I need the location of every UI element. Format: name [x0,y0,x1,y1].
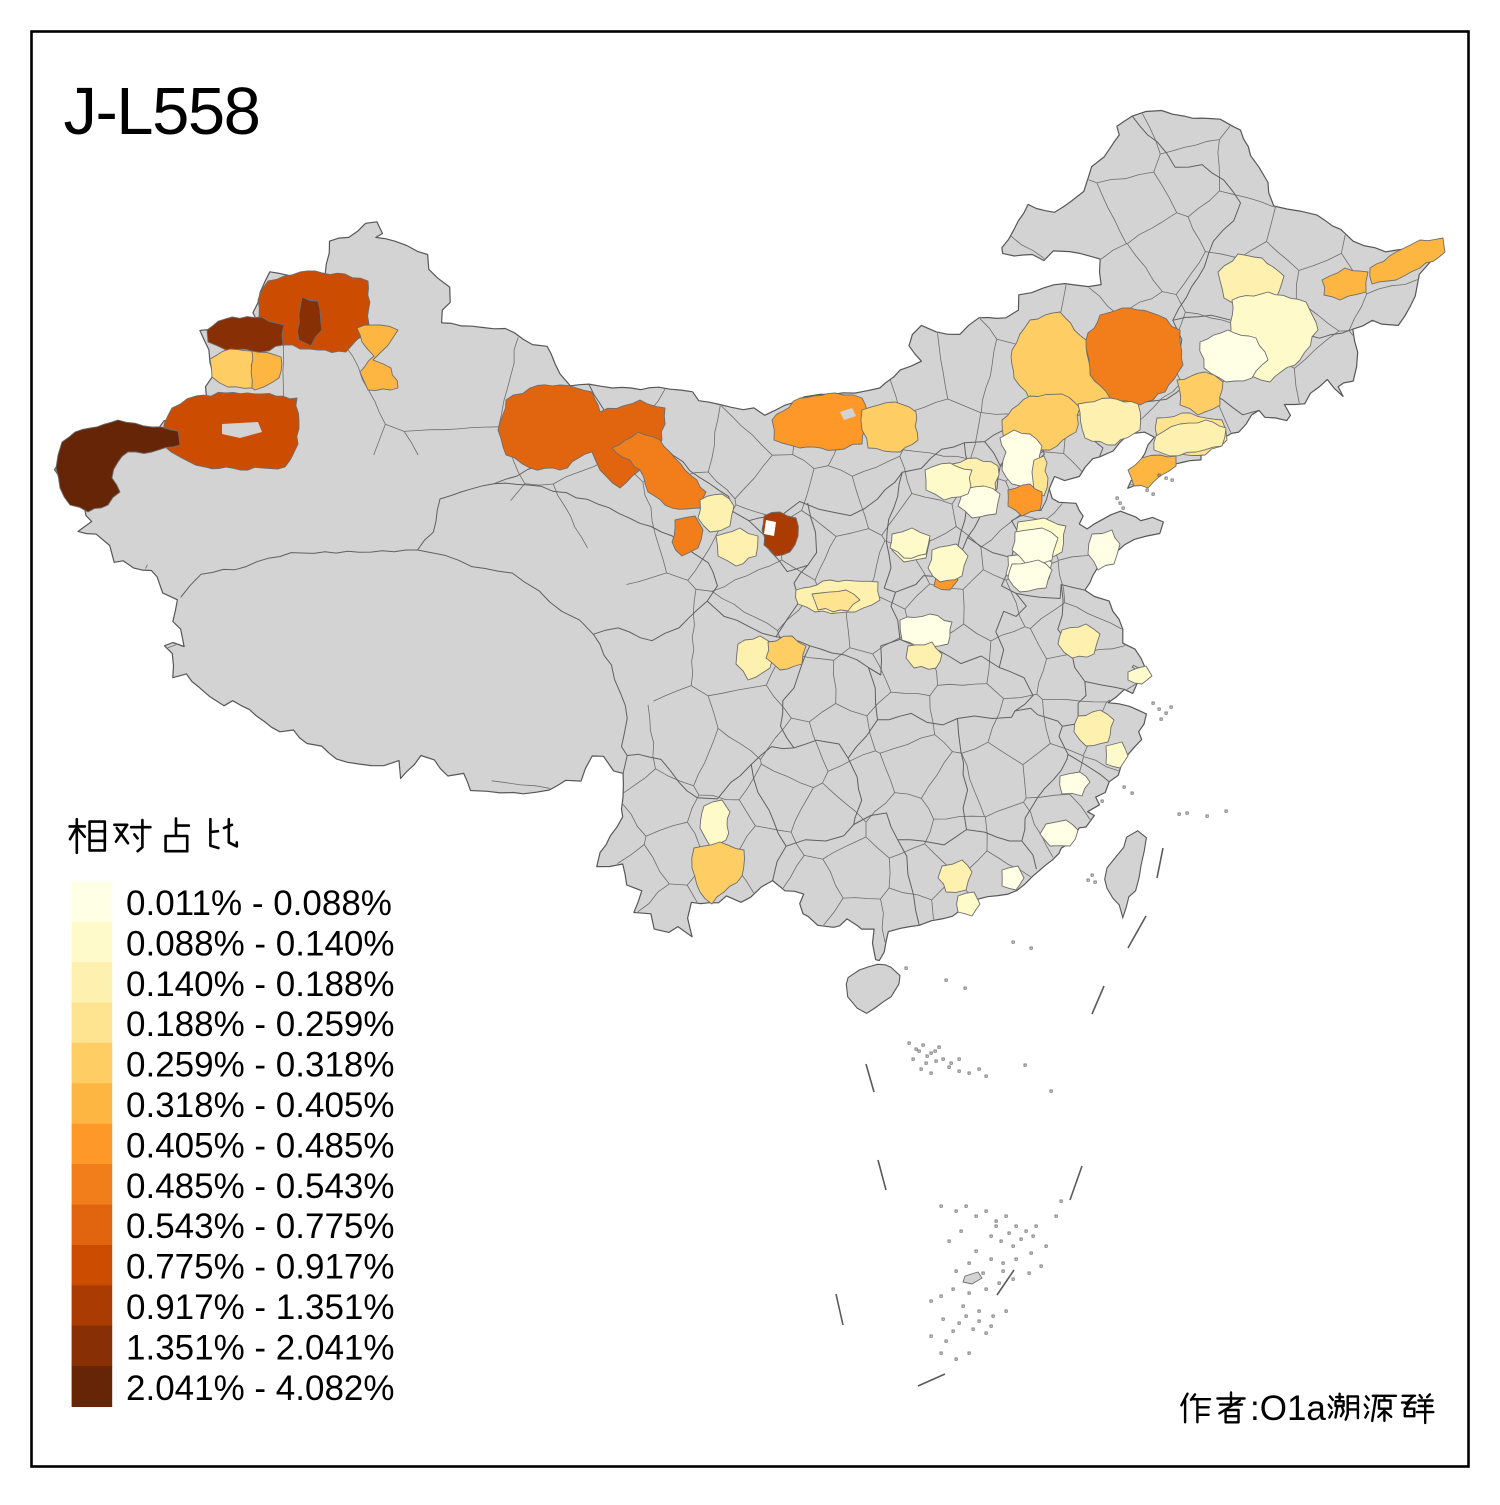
svg-text:0.318% - 0.405%: 0.318% - 0.405% [126,1086,395,1125]
svg-text:0.775% - 0.917%: 0.775% - 0.917% [126,1248,395,1287]
svg-text::O1a: :O1a [1250,1389,1326,1428]
svg-text:0.917% - 1.351%: 0.917% - 1.351% [126,1288,395,1327]
svg-text:J-L558: J-L558 [64,74,260,149]
svg-text:0.543% - 0.775%: 0.543% - 0.775% [126,1207,395,1246]
svg-text:0.011% - 0.088%: 0.011% - 0.088% [126,884,392,923]
svg-text:0.485% - 0.543%: 0.485% - 0.543% [126,1167,395,1206]
svg-text:0.405% - 0.485%: 0.405% - 0.485% [126,1126,395,1165]
svg-text:0.188% - 0.259%: 0.188% - 0.259% [126,1005,395,1044]
svg-text:2.041% - 4.082%: 2.041% - 4.082% [126,1369,395,1408]
svg-text:1.351% - 2.041%: 1.351% - 2.041% [126,1328,395,1367]
svg-text:0.140% - 0.188%: 0.140% - 0.188% [126,965,395,1004]
svg-text:0.259% - 0.318%: 0.259% - 0.318% [126,1046,395,1085]
svg-text:0.088% - 0.140%: 0.088% - 0.140% [126,924,395,963]
